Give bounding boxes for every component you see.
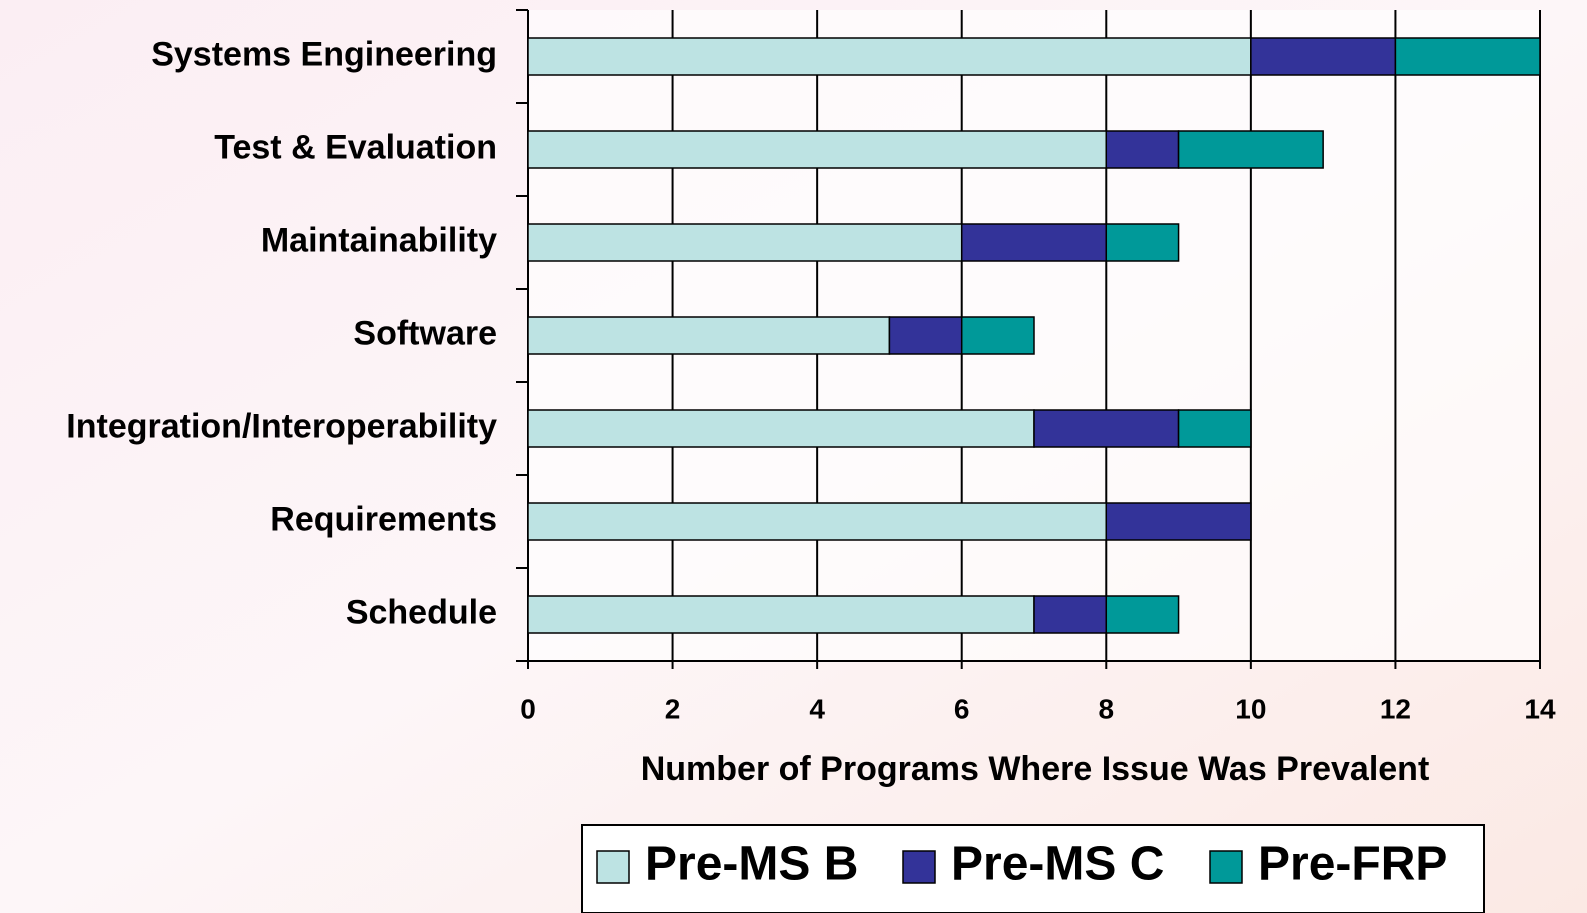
bar (1105, 502, 1252, 541)
bar (527, 316, 891, 355)
x-axis-label: Number of Programs Where Issue Was Preva… (641, 750, 1430, 788)
bar (960, 223, 1108, 262)
bar (1394, 37, 1541, 76)
bar (1105, 223, 1180, 262)
x-tick-label: 2 (665, 693, 681, 724)
legend-swatch (902, 850, 936, 884)
bar (527, 409, 1035, 448)
y-tick-label: Integration/Interoperability (66, 407, 497, 445)
x-tick-label: 0 (520, 693, 536, 724)
x-tick-label: 14 (1524, 693, 1556, 724)
y-tick-label: Software (353, 314, 497, 352)
x-tick-label: 6 (954, 693, 970, 724)
bar (527, 223, 963, 262)
bar (1105, 130, 1180, 169)
legend-label: Pre-MS B (645, 838, 858, 891)
bar (1177, 409, 1252, 448)
x-tick-label: 4 (809, 693, 825, 724)
legend-swatch (596, 850, 630, 884)
bar (527, 130, 1108, 169)
y-tick-label: Schedule (346, 593, 497, 631)
x-tick-label: 10 (1235, 693, 1266, 724)
x-tick-label: 8 (1098, 693, 1114, 724)
y-tick-label: Test & Evaluation (214, 128, 497, 166)
bar (1033, 595, 1108, 634)
bar (1033, 409, 1180, 448)
x-tick-label: 12 (1380, 693, 1411, 724)
legend (581, 824, 1485, 913)
legend-label: Pre-MS C (951, 838, 1164, 891)
legend-swatch (1209, 850, 1243, 884)
bar (527, 502, 1108, 541)
bar (1177, 130, 1324, 169)
bar (1250, 37, 1397, 76)
bar (527, 37, 1252, 76)
y-tick-label: Requirements (270, 500, 497, 538)
legend-label: Pre-FRP (1258, 838, 1447, 891)
bar (960, 316, 1035, 355)
bar (1105, 595, 1180, 634)
bar (527, 595, 1035, 634)
bar (888, 316, 963, 355)
y-tick-label: Systems Engineering (151, 35, 497, 73)
y-tick-label: Maintainability (261, 221, 497, 259)
